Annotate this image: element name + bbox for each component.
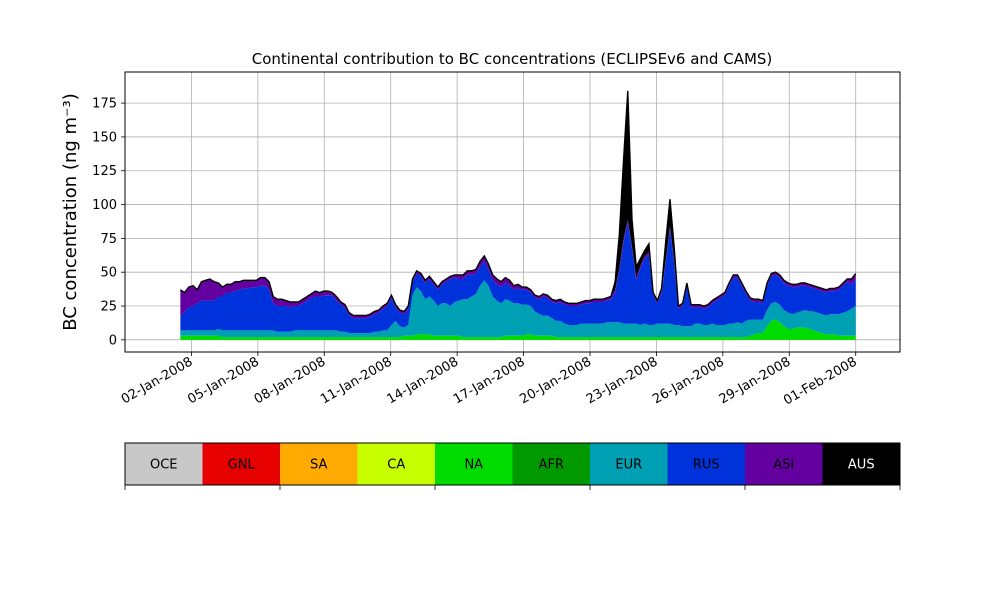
plot-border bbox=[124, 71, 901, 353]
x-tick-label: 05-Jan-2008 bbox=[185, 354, 262, 407]
legend-swatch-afr bbox=[512, 443, 590, 485]
x-tick-label: 23-Jan-2008 bbox=[584, 354, 661, 407]
legend-label: NA bbox=[464, 458, 483, 473]
area-na bbox=[180, 319, 856, 340]
y-tick-label: 175 bbox=[92, 97, 117, 112]
y-axis-label: BC concentration (ng m⁻³) bbox=[60, 93, 81, 331]
x-tick-label: 11-Jan-2008 bbox=[318, 354, 395, 407]
area-aus bbox=[180, 90, 856, 316]
legend-border bbox=[124, 442, 901, 486]
x-tick-label: 08-Jan-2008 bbox=[252, 354, 329, 407]
legend-label: GNL bbox=[228, 458, 256, 473]
legend-swatch-gnl bbox=[202, 443, 280, 485]
y-tick-label: 25 bbox=[100, 300, 117, 315]
legend-swatch-rus bbox=[667, 443, 745, 485]
x-tick-label: 26-Jan-2008 bbox=[650, 354, 727, 407]
plot-frame bbox=[124, 71, 901, 353]
legend-label: OCE bbox=[150, 458, 178, 473]
y-axis-ticks: 0 25 50 75 100 125 150 175 bbox=[92, 97, 125, 348]
x-tick-label: 14-Jan-2008 bbox=[385, 354, 462, 407]
chart-title: Continental contribution to BC concentra… bbox=[252, 50, 773, 68]
total-outline bbox=[179, 90, 857, 317]
stacked-areas bbox=[179, 90, 857, 340]
y-tick-label: 125 bbox=[92, 164, 117, 179]
area-rus bbox=[180, 222, 856, 334]
legend-swatch-asi bbox=[745, 443, 823, 485]
y-tick-label: 0 bbox=[109, 333, 117, 348]
legend-label: EUR bbox=[615, 458, 642, 473]
x-axis-ticks: 02-Jan-200805-Jan-200808-Jan-200811-Jan-… bbox=[119, 352, 860, 408]
legend-label: ASI bbox=[773, 458, 794, 473]
legend-swatch-sa bbox=[280, 443, 358, 485]
y-tick-label: 100 bbox=[92, 198, 117, 213]
legend-swatch-ca bbox=[357, 443, 435, 485]
y-tick-label: 150 bbox=[92, 130, 117, 145]
y-tick-label: 50 bbox=[100, 266, 117, 281]
x-tick-label: 29-Jan-2008 bbox=[717, 354, 794, 407]
legend-swatch-eur bbox=[590, 443, 668, 485]
region-legend-colorbar: OCE GNL SA CA NA AFR EUR RUS ASI AUS bbox=[124, 442, 901, 490]
area-eur bbox=[180, 280, 856, 338]
legend-label: CA bbox=[387, 458, 405, 473]
x-tick-label: 02-Jan-2008 bbox=[119, 354, 196, 407]
x-tick-label: 01-Feb-2008 bbox=[781, 354, 860, 408]
y-tick-label: 75 bbox=[100, 232, 117, 247]
legend-swatch-aus bbox=[822, 443, 900, 485]
legend-label: AUS bbox=[848, 458, 875, 473]
x-tick-label: 20-Jan-2008 bbox=[517, 354, 594, 407]
legend-swatch-na bbox=[435, 443, 513, 485]
legend-swatch-oce bbox=[125, 443, 203, 485]
legend-label: RUS bbox=[693, 458, 720, 473]
x-tick-label: 17-Jan-2008 bbox=[451, 354, 528, 407]
legend-label: AFR bbox=[539, 458, 564, 473]
legend-label: SA bbox=[310, 458, 327, 473]
